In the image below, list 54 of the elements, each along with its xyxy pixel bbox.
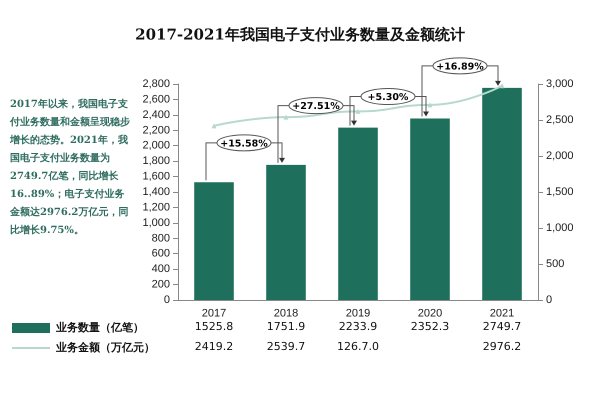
legend-label: 业务金额（万亿元） [56,340,155,355]
bar [482,88,522,300]
y-tick-label: 0 [164,294,170,306]
data-label: 2352.3 [410,320,450,333]
data-label: 2419.2 [194,340,234,353]
y2-tick-label: 0 [546,294,552,306]
point [356,108,360,114]
y-tick-label: 400 [152,263,170,276]
x-tick-label: 2020 [418,308,442,320]
y-tick-label: 800 [152,232,170,244]
bar [194,182,234,300]
x-tick-label: 2017 [202,308,226,320]
y-tick-label: 1,600 [142,170,170,183]
y-tick-label: 200 [152,278,170,291]
x-tick-label: 2021 [490,308,514,320]
point [284,114,288,120]
y2-tick-label: 1,500 [546,186,574,198]
data-label: 1751.9 [266,320,306,333]
data-label: 126.7.0 [336,340,380,353]
bar [338,128,378,300]
text: +16.89% [436,61,484,72]
y-tick-label: 2,800 [142,78,170,90]
y2-tick-label: 2,000 [546,150,574,162]
data-label: 1525.8 [194,320,234,333]
y-tick-label: 1,000 [142,216,170,229]
annotation: +15.58% [220,138,268,150]
bar [410,118,450,300]
y-tick-label: 1,200 [142,201,170,214]
legend-label: 业务数量（亿笔） [56,320,144,335]
y-tick-label: 600 [152,248,170,260]
point [500,83,504,88]
x-tick-label: 2018 [274,308,298,320]
text: 2017年以来，我国电子支付业务数量和金额呈现稳步增长的态势。2021年，我国电子支付业务数量为2749.7亿笔，同比增长16..89%；电子支付业务金额达2976.2万亿元，同比增长9.75%。 [10,98,131,238]
x-tick-label: 2019 [346,308,370,320]
y2-tick-label: 1,000 [546,222,574,234]
y-tick-label: 1,400 [142,186,170,198]
annotation: +5.30% [368,92,409,104]
y-tick-label: 2,600 [142,93,170,106]
chart-title: 2017-2021年我国电子支付业务数量及金额统计 [135,26,465,44]
data-label: 2233.9 [338,320,378,333]
data-label: 2539.7 [266,340,306,353]
point [428,102,432,108]
y-tick-label: 1,800 [142,155,170,168]
y-tick-label: 2,400 [142,108,170,121]
data-label: 2976.2 [482,340,522,353]
annotation: +27.51% [292,101,340,112]
y2-tick-label: 2,500 [546,114,574,126]
y-tick-label: 2,200 [142,124,170,136]
y-tick-label: 2,000 [142,140,170,152]
point [212,123,216,128]
y2-tick-label: 500 [546,258,564,270]
bar [266,164,306,300]
y2-tick-label: 3,000 [546,78,574,90]
data-label: 2749.7 [482,320,522,333]
